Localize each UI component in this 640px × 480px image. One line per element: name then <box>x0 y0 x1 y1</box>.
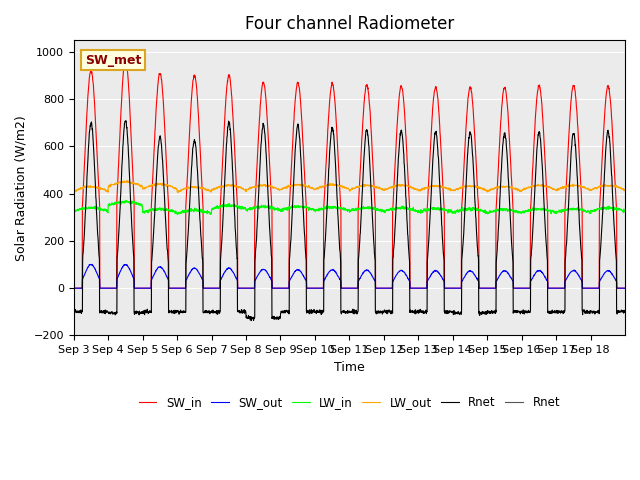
SW_out <box>244 285 252 291</box>
LW_out <box>621 188 629 194</box>
LW_in <box>516 210 524 216</box>
SW_in <box>70 285 77 291</box>
Rnet <box>383 307 390 313</box>
SW_in <box>244 285 252 291</box>
Legend: SW_in, SW_out, LW_in, LW_out, Rnet, Rnet: SW_in, SW_out, LW_in, LW_out, Rnet, Rnet <box>134 392 565 414</box>
SW_in <box>547 285 554 291</box>
Y-axis label: Solar Radiation (W/m2): Solar Radiation (W/m2) <box>15 115 28 261</box>
Line: LW_in: LW_in <box>74 201 625 214</box>
LW_out <box>125 179 133 184</box>
Line: Rnet: Rnet <box>74 121 625 321</box>
LW_in <box>614 205 621 211</box>
Line: SW_out: SW_out <box>74 264 625 288</box>
LW_in <box>70 208 77 214</box>
LW_in <box>244 206 252 212</box>
LW_in <box>547 209 555 215</box>
Line: LW_out: LW_out <box>74 181 625 192</box>
LW_out <box>516 188 524 194</box>
Rnet <box>122 118 129 124</box>
Rnet <box>547 311 555 316</box>
LW_out <box>70 189 77 194</box>
Text: SW_met: SW_met <box>85 54 141 67</box>
SW_in <box>516 285 524 291</box>
LW_out <box>124 178 131 184</box>
SW_out <box>621 285 629 291</box>
LW_out <box>244 186 252 192</box>
SW_in <box>614 285 621 291</box>
Rnet <box>70 309 77 314</box>
Rnet <box>125 164 133 170</box>
LW_out <box>383 187 390 193</box>
LW_in <box>621 209 629 215</box>
SW_out <box>383 285 390 291</box>
LW_in <box>173 211 181 217</box>
SW_out <box>125 265 133 271</box>
LW_in <box>383 207 390 213</box>
LW_out <box>547 185 555 191</box>
Line: SW_in: SW_in <box>74 59 625 288</box>
SW_out <box>88 262 96 267</box>
LW_out <box>614 184 621 190</box>
SW_out <box>70 285 77 291</box>
Rnet <box>621 309 629 315</box>
Rnet <box>614 310 621 315</box>
LW_in <box>125 199 133 205</box>
SW_out <box>516 285 524 291</box>
SW_in <box>122 56 129 62</box>
Rnet <box>516 309 524 314</box>
X-axis label: Time: Time <box>334 360 365 374</box>
SW_out <box>614 285 621 291</box>
SW_in <box>383 285 390 291</box>
Title: Four channel Radiometer: Four channel Radiometer <box>244 15 454 33</box>
SW_in <box>125 92 133 97</box>
SW_out <box>547 285 554 291</box>
Rnet <box>248 318 255 324</box>
LW_in <box>122 198 130 204</box>
SW_in <box>621 285 629 291</box>
LW_out <box>174 190 182 195</box>
Rnet <box>244 315 252 321</box>
